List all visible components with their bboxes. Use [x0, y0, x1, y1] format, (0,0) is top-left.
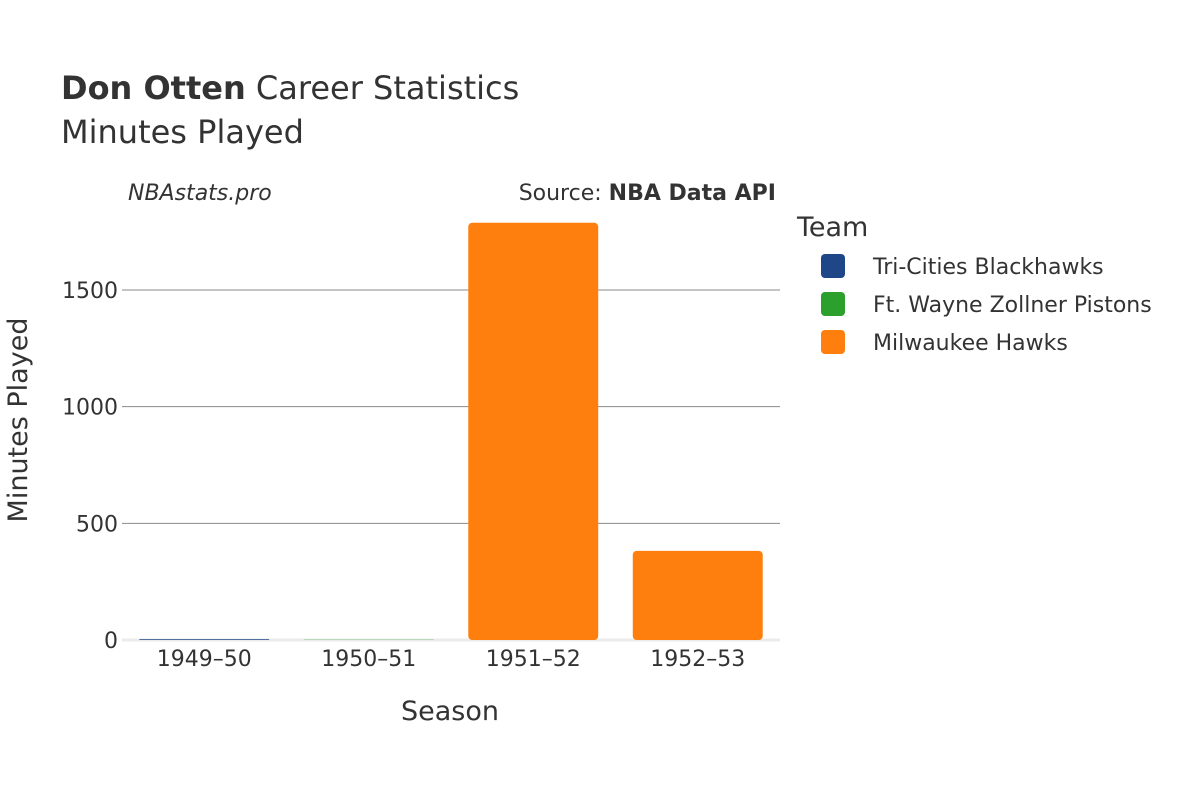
- legend-swatch: [821, 330, 845, 354]
- y-tick-label: 1000: [62, 396, 118, 421]
- x-axis-label: Season: [401, 696, 499, 727]
- legend: Tri-Cities Blackhawks Ft. Wayne Zollner P…: [821, 254, 1152, 356]
- chart-subtitle: Minutes Played: [61, 113, 304, 151]
- source-credit: Source: NBA Data API: [519, 181, 776, 206]
- x-tick-label: 1952–53: [650, 647, 745, 672]
- source-prefix: Source:: [519, 181, 609, 206]
- y-tick-label: 1500: [62, 279, 118, 304]
- y-tick-label: 0: [104, 629, 118, 654]
- y-tick-label: 500: [76, 512, 118, 537]
- legend-label: Milwaukee Hawks: [873, 331, 1068, 356]
- title-rest: Career Statistics: [255, 69, 520, 107]
- x-tick-label: 1951–52: [486, 647, 581, 672]
- bar-milwaukee-hawks-2: [468, 222, 599, 641]
- x-tick-label: 1950–51: [321, 647, 416, 672]
- legend-swatch: [821, 254, 845, 278]
- bars: [139, 222, 763, 641]
- legend-label: Ft. Wayne Zollner Pistons: [873, 293, 1152, 318]
- bar-tri-cities-blackhawks-0: [139, 639, 270, 640]
- title-player-name: Don Otten: [61, 69, 246, 107]
- chart-title: Don Otten Career Statistics: [61, 68, 519, 108]
- y-axis-label: Minutes Played: [3, 318, 34, 523]
- watermark: NBAstats.pro: [128, 181, 272, 206]
- legend-title: Team: [796, 212, 868, 243]
- y-axis-ticks: 0 500 1000 1500: [62, 279, 118, 654]
- x-tick-label: 1949–50: [157, 647, 252, 672]
- x-axis-ticks: 1949–50 1950–51 1951–52 1952–53: [157, 647, 745, 672]
- source-name: NBA Data API: [609, 181, 776, 206]
- legend-label: Tri-Cities Blackhawks: [872, 255, 1104, 280]
- legend-swatch: [821, 292, 845, 316]
- bar-milwaukee-hawks-3: [632, 550, 763, 640]
